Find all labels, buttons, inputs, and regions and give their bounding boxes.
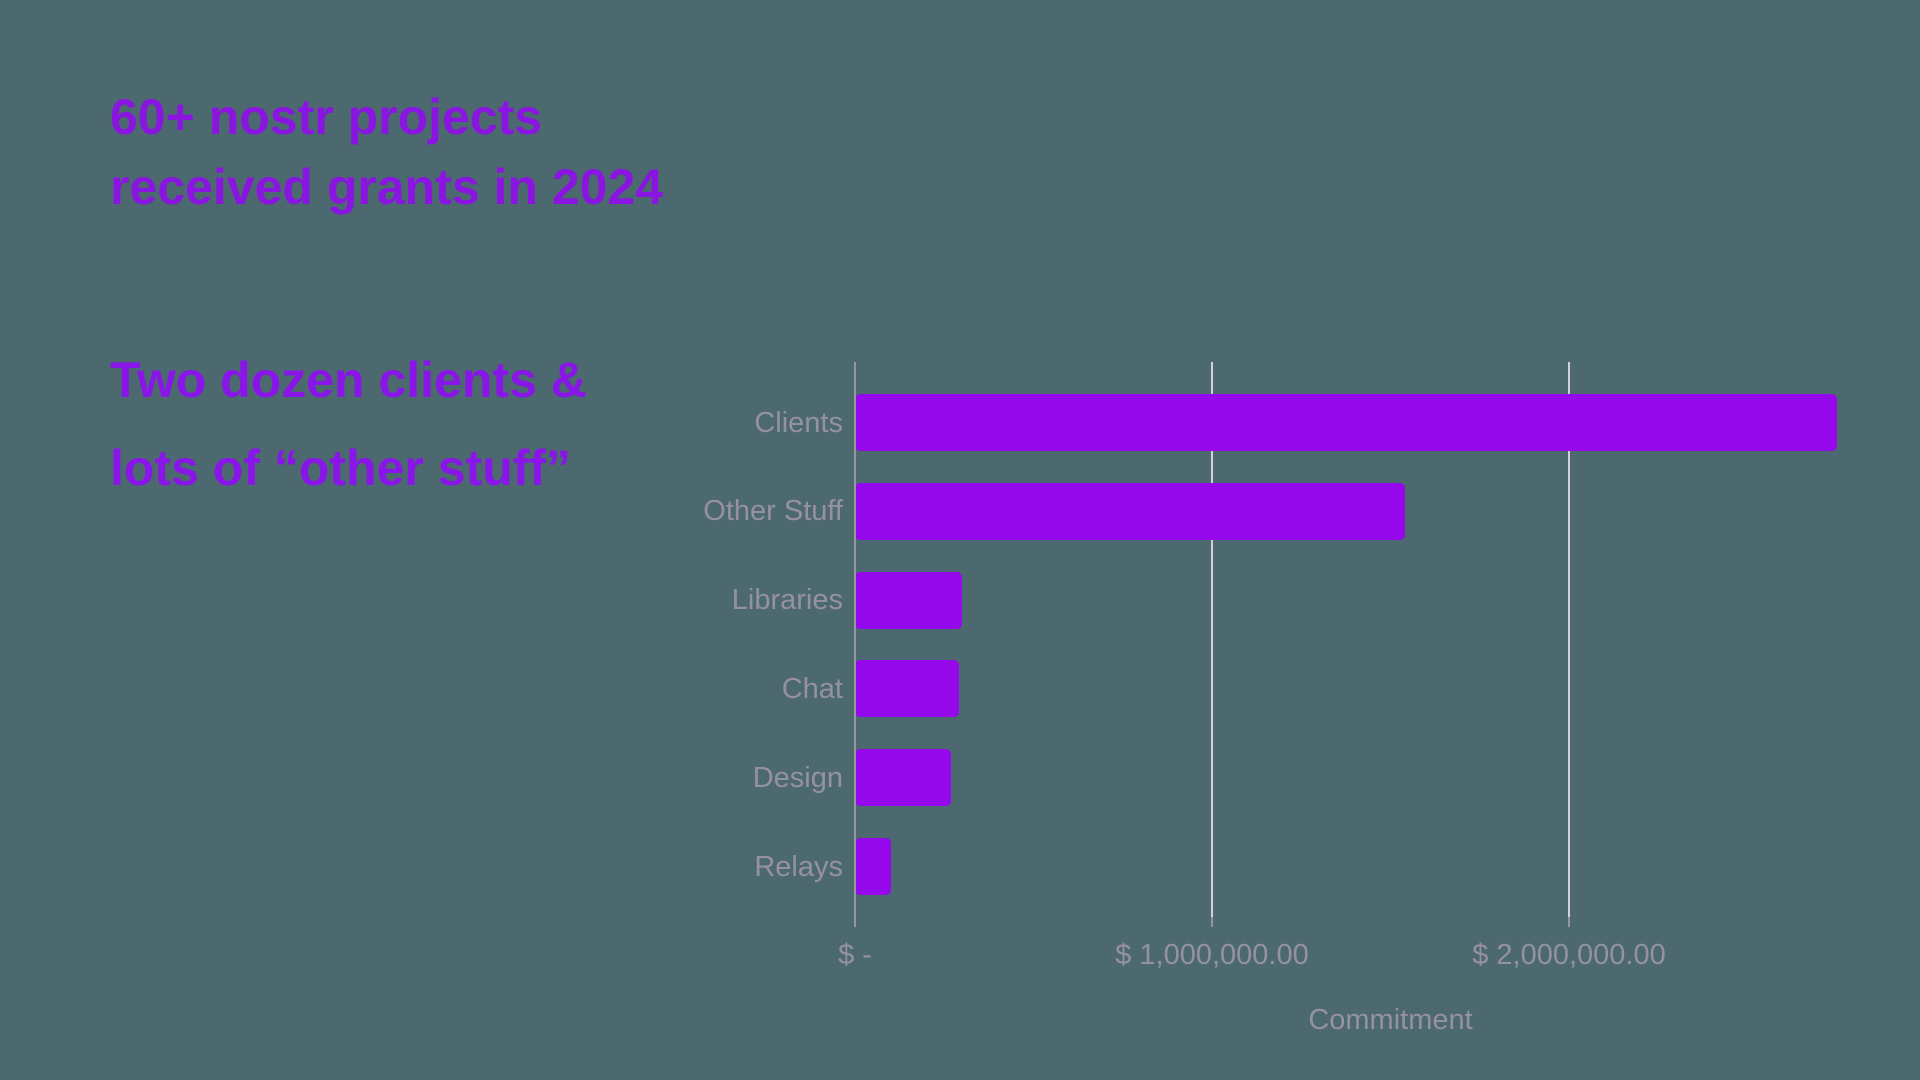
category-label-chat: Chat <box>781 672 843 705</box>
sub-heading-line-2: lots of “other stuff” <box>110 440 572 496</box>
category-label-design: Design <box>752 761 843 794</box>
main-heading: 60+ nostr projects received grants in 20… <box>110 82 663 222</box>
bar-chat <box>855 660 959 718</box>
bar-other-stuff <box>855 482 1405 540</box>
bar-relays <box>855 838 891 895</box>
bar-clients <box>855 394 1837 451</box>
x-tick-mark-2 <box>1568 917 1570 927</box>
y-axis-line <box>854 362 856 927</box>
main-heading-line-2: received grants in 2024 <box>110 159 664 215</box>
main-heading-line-1: 60+ nostr projects <box>110 89 543 145</box>
bar-design <box>855 749 952 807</box>
x-axis-title: Commitment <box>1308 1004 1473 1036</box>
gridline-2 <box>1568 362 1570 917</box>
x-tick-label-0: $ - <box>838 939 872 971</box>
sub-heading-line-1: Two dozen clients & <box>110 352 587 408</box>
category-label-libraries: Libraries <box>731 584 843 617</box>
x-tick-label-1: $ 1,000,000.00 <box>1115 939 1309 971</box>
x-tick-mark-1 <box>1211 917 1213 927</box>
category-label-clients: Clients <box>754 406 843 439</box>
category-label-other-stuff: Other Stuff <box>703 495 843 528</box>
category-label-relays: Relays <box>754 850 843 883</box>
gridline-1 <box>1211 362 1213 917</box>
bar-libraries <box>855 571 963 629</box>
x-tick-label-2: $ 2,000,000.00 <box>1472 939 1666 971</box>
sub-heading: Two dozen clients & lots of “other stuff… <box>110 336 587 512</box>
